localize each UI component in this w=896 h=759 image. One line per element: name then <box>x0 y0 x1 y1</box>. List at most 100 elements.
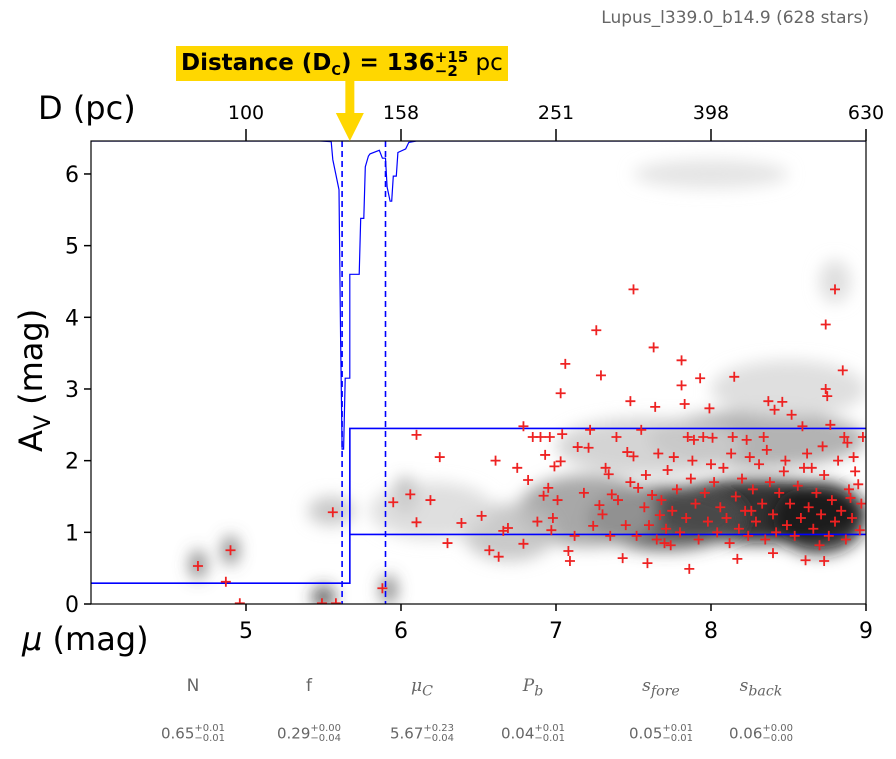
star-point <box>611 432 622 443</box>
star-point <box>591 325 602 336</box>
param-value: 0.29 +0.00 −0.04 <box>276 723 342 744</box>
star-point <box>854 525 865 536</box>
density-blob <box>308 496 355 526</box>
star-point <box>709 477 720 488</box>
star-point <box>405 489 416 500</box>
star-point <box>681 512 692 523</box>
param-name: μC <box>411 676 433 700</box>
star-point <box>814 540 825 551</box>
star-point <box>620 520 631 531</box>
star-point <box>777 396 788 407</box>
star-point <box>653 448 664 459</box>
star-point <box>699 487 710 498</box>
y-tick-label: 6 <box>65 163 79 188</box>
star-point <box>633 482 644 493</box>
distance-pdf-curve <box>91 141 866 450</box>
star-point <box>780 455 791 466</box>
star-point <box>819 555 830 566</box>
star-point <box>761 444 772 455</box>
star-point <box>781 520 792 531</box>
y-axis-label: AV (mag) <box>12 309 56 452</box>
star-point <box>588 520 599 531</box>
star-point <box>234 598 245 604</box>
star-point <box>847 512 858 523</box>
star-point <box>792 480 803 491</box>
distance-banner: Distance (DC) = 136 +15 −2 pc <box>176 46 508 81</box>
star-point <box>647 490 658 501</box>
star-point <box>557 429 568 440</box>
star-point <box>695 373 706 384</box>
density-blob <box>819 259 851 303</box>
star-point <box>715 502 726 513</box>
star-point <box>490 455 501 466</box>
star-point <box>819 469 830 480</box>
star-point <box>800 555 811 566</box>
star-point <box>785 498 796 509</box>
star-point <box>676 380 687 391</box>
star-point <box>220 576 231 587</box>
star-point <box>774 487 785 498</box>
star-point <box>730 491 741 502</box>
density-blob <box>711 360 866 418</box>
top-tick-label: 630 <box>848 102 884 124</box>
star-point <box>667 505 678 516</box>
star-point <box>644 520 654 531</box>
star-point <box>659 538 670 549</box>
star-point <box>622 447 633 458</box>
x-axis-label: μ (mag) <box>21 620 149 658</box>
star-point <box>631 530 642 541</box>
star-point <box>842 437 853 448</box>
star-point <box>192 561 203 572</box>
plot-frame <box>90 140 867 605</box>
star-point <box>547 512 558 523</box>
star-point <box>768 548 778 559</box>
param-value: 0.05 +0.01 −0.01 <box>628 723 694 744</box>
star-point <box>569 530 580 541</box>
x-tick-label: 8 <box>704 619 718 644</box>
star-point <box>617 553 628 564</box>
y-tick-label: 0 <box>65 593 79 618</box>
star-point <box>833 455 844 466</box>
param-value: 0.04 +0.01 −0.01 <box>500 723 566 744</box>
star-point <box>555 388 566 399</box>
star-point <box>726 448 737 459</box>
star-point <box>688 434 699 445</box>
star-point <box>594 500 605 511</box>
star-point <box>671 484 682 495</box>
star-point <box>769 404 780 415</box>
star-point <box>388 497 399 508</box>
star-point <box>442 538 453 549</box>
star-point <box>225 545 236 556</box>
star-point <box>679 399 690 410</box>
top-tick-label: 398 <box>693 102 729 124</box>
star-point <box>727 432 738 443</box>
star-point <box>628 451 639 462</box>
y-tick-label: 3 <box>65 378 79 403</box>
star-point <box>613 495 623 506</box>
param-name: Pb <box>522 676 544 700</box>
density-blob <box>633 159 789 189</box>
star-point <box>802 448 813 459</box>
y-tick-label: 2 <box>65 450 79 475</box>
star-point <box>733 523 744 534</box>
star-point <box>820 383 831 394</box>
star-point <box>518 421 529 432</box>
star-points <box>192 284 866 604</box>
star-point <box>662 464 673 475</box>
star-point <box>843 484 854 495</box>
param-value: 5.67 +0.23 −0.04 <box>389 723 455 744</box>
model-extinction-line <box>91 427 866 585</box>
star-point <box>518 538 529 549</box>
star-point <box>848 452 859 463</box>
star-point <box>512 462 523 473</box>
star-point <box>661 523 672 534</box>
chart-title: Lupus_l339.0_b14.9 (628 stars) <box>601 8 869 28</box>
star-point <box>803 502 814 513</box>
star-point <box>845 492 856 503</box>
star-point <box>595 370 606 381</box>
star-point <box>758 432 769 443</box>
star-point <box>330 598 341 604</box>
star-point <box>544 432 555 443</box>
param-value: 0.06 +0.00 −0.00 <box>728 723 794 744</box>
star-point <box>778 466 789 477</box>
